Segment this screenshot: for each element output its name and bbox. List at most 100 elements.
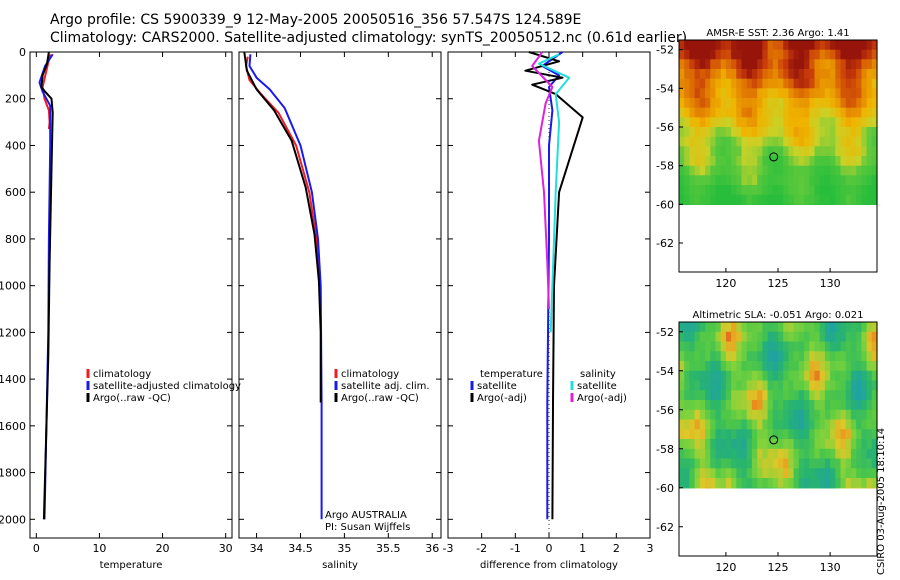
- heatmap-cell: [715, 409, 722, 421]
- heatmap-cell: [757, 194, 763, 205]
- heatmap-cell: [798, 146, 805, 157]
- heatmap-cell: [809, 49, 816, 60]
- heatmap-cell: [684, 107, 690, 118]
- heatmap-cell: [731, 88, 737, 99]
- heatmap-cell: [694, 487, 701, 489]
- heatmap-cell: [736, 341, 743, 352]
- heatmap-cell: [705, 370, 711, 382]
- heatmap-cell: [871, 478, 878, 489]
- heatmap-cell: [772, 370, 779, 382]
- heatmap-cell: [793, 351, 800, 362]
- heatmap-cell: [819, 69, 826, 80]
- heatmap-cell: [772, 185, 779, 196]
- heatmap-cell: [788, 156, 795, 167]
- heatmap-cell: [871, 136, 878, 147]
- heatmap-cell: [694, 69, 701, 80]
- heatmap-cell: [866, 439, 873, 450]
- heatmap-cell: [710, 370, 717, 382]
- heatmap-cell: [824, 136, 831, 147]
- heatmap-cell: [871, 165, 878, 176]
- heatmap-cell: [741, 458, 748, 469]
- heatmap-cell: [809, 204, 816, 205]
- heatmap-cell: [731, 59, 737, 70]
- heatmap-cell: [710, 49, 717, 60]
- heatmap-cell: [705, 117, 711, 128]
- heatmap-cell: [762, 175, 769, 186]
- heatmap-cell: [804, 69, 810, 80]
- legend-label: satellite: [477, 381, 517, 392]
- heatmap-cell: [689, 487, 696, 489]
- heatmap-cell: [772, 127, 779, 138]
- y-tick-label: -58: [656, 443, 674, 456]
- heatmap-cell: [762, 136, 769, 147]
- heatmap-cell: [689, 361, 696, 372]
- heatmap-cell: [705, 136, 711, 147]
- legend-label: climatology: [341, 369, 399, 380]
- heatmap-cell: [705, 59, 711, 70]
- heatmap-cell: [861, 380, 868, 391]
- heatmap-cell: [710, 468, 717, 479]
- heatmap-cell: [715, 88, 722, 99]
- heatmap-cell: [783, 468, 789, 479]
- heatmap-cell: [788, 429, 795, 440]
- heatmap-cell: [871, 69, 878, 80]
- heatmap-cell: [741, 204, 748, 205]
- heatmap-cell: [736, 390, 743, 401]
- heatmap-cell: [788, 478, 795, 489]
- heatmap-cell: [720, 165, 727, 176]
- heatmap-cell: [694, 117, 701, 128]
- heatmap-cell: [814, 478, 821, 489]
- heatmap-cell: [699, 458, 706, 469]
- heatmap-cell: [715, 185, 722, 196]
- heatmap-cell: [866, 478, 873, 489]
- heatmap-cell: [741, 351, 748, 362]
- heatmap-cell: [684, 88, 690, 99]
- heatmap-cell: [824, 351, 831, 362]
- heatmap-cell: [861, 156, 868, 167]
- heatmap-cell: [866, 390, 873, 401]
- heatmap-cell: [694, 88, 701, 99]
- float-position-marker: [769, 435, 779, 445]
- heatmap-cell: [861, 146, 868, 157]
- heatmap-cell: [840, 370, 847, 382]
- heatmap-cell: [710, 107, 717, 118]
- heatmap-cell: [866, 146, 873, 157]
- heatmap-cell: [757, 361, 763, 372]
- heatmap-cell: [715, 117, 722, 128]
- x-tick-label: 120: [715, 561, 736, 574]
- heatmap-cell: [835, 478, 842, 489]
- heatmap-cell: [866, 156, 873, 167]
- heatmap-cell: [679, 69, 685, 80]
- heatmap-cell: [819, 487, 826, 489]
- heatmap-cell: [798, 204, 805, 205]
- heatmap-cell: [793, 165, 800, 176]
- heatmap-cell: [814, 351, 821, 362]
- heatmap-cell: [772, 361, 779, 372]
- heatmap-cell: [778, 204, 784, 205]
- heatmap-cell: [783, 400, 789, 411]
- heatmap-cell: [705, 194, 711, 205]
- heatmap-cell: [772, 88, 779, 99]
- heatmap-cell: [840, 185, 847, 196]
- heatmap-cell: [783, 370, 789, 382]
- heatmap-cell: [835, 400, 842, 411]
- heatmap-cell: [845, 194, 852, 205]
- heatmap-cell: [715, 390, 722, 401]
- heatmap-cell: [725, 136, 732, 147]
- legend-label: satellite adj. clim.: [341, 381, 430, 392]
- heatmap-cell: [778, 341, 784, 352]
- heatmap-cell: [689, 175, 696, 186]
- heatmap-cell: [850, 59, 857, 70]
- heatmap-cell: [850, 478, 857, 489]
- heatmap-cell: [699, 448, 706, 460]
- heatmap-cell: [850, 49, 857, 60]
- heatmap-cell: [850, 390, 857, 401]
- title-line-1: Argo profile: CS 5900339_9 12-May-2005 2…: [50, 12, 582, 28]
- heatmap-cell: [856, 136, 862, 147]
- heatmap-cell: [715, 98, 722, 109]
- heatmap-cell: [762, 78, 769, 89]
- heatmap-cell: [850, 429, 857, 440]
- heatmap-cell: [720, 175, 727, 186]
- heatmap-cell: [798, 185, 805, 196]
- heatmap-cell: [689, 468, 696, 479]
